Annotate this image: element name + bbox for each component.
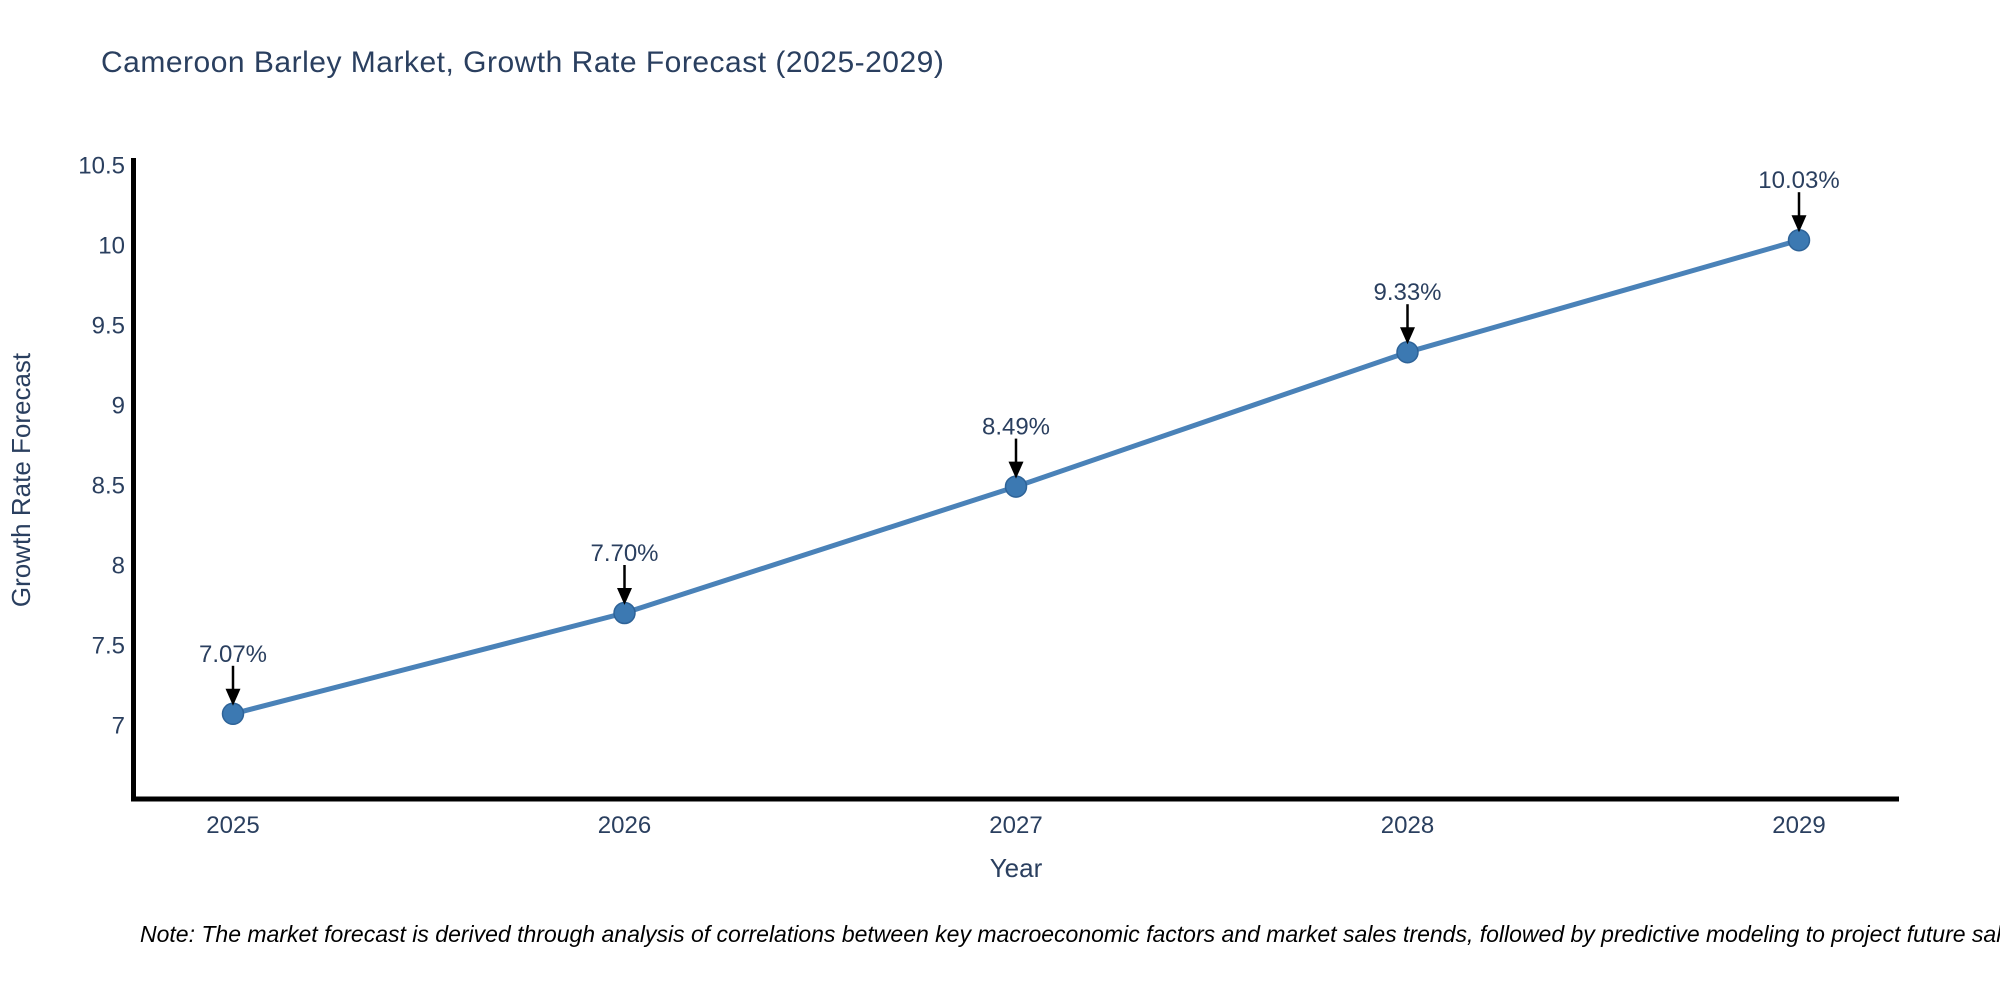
y-axis-title: Growth Rate Forecast [6, 352, 36, 607]
y-tick-label: 9 [112, 393, 125, 420]
x-tick-label: 2028 [1381, 812, 1434, 839]
y-tick-label: 8 [112, 553, 125, 580]
data-point-marker [1004, 475, 1028, 498]
y-tick-label: 7 [112, 713, 125, 740]
x-tick-label: 2029 [1772, 812, 1825, 839]
x-axis-title: Year [990, 853, 1043, 883]
y-tick-label: 8.5 [92, 473, 125, 500]
data-point-label: 7.07% [199, 641, 267, 668]
data-point-marker [1396, 340, 1419, 364]
annotation-arrowhead [225, 688, 241, 706]
annotation-arrowhead [1400, 327, 1415, 345]
chart-title: Cameroon Barley Market, Growth Rate Fore… [101, 46, 945, 79]
annotation-arrowhead [617, 588, 632, 605]
y-tick-label: 9.5 [92, 313, 125, 340]
footnote: Note: The market forecast is derived thr… [140, 921, 2000, 947]
y-tick-label: 10.5 [78, 153, 125, 180]
data-point-marker [1787, 228, 1811, 252]
data-point-label: 10.03% [1758, 167, 1839, 194]
y-tick-label: 7.5 [92, 633, 125, 660]
x-tick-label: 2026 [598, 812, 651, 839]
data-point-label: 7.70% [590, 540, 658, 567]
annotation-arrowhead [1008, 461, 1024, 479]
x-tick-label: 2027 [989, 812, 1042, 839]
data-point-marker [613, 601, 636, 625]
data-point-label: 9.33% [1373, 279, 1441, 306]
x-tick-label: 2025 [206, 812, 259, 839]
annotation-arrowhead [1791, 215, 1807, 233]
plot-area: 7 7.5 8 8.5 9 9.5 10 10.5 2025 2026 2027 2028 2029 7.… [78, 153, 1899, 839]
data-point-marker [221, 702, 245, 726]
y-tick-label: 10 [98, 233, 125, 260]
data-point-label: 8.49% [982, 414, 1050, 441]
